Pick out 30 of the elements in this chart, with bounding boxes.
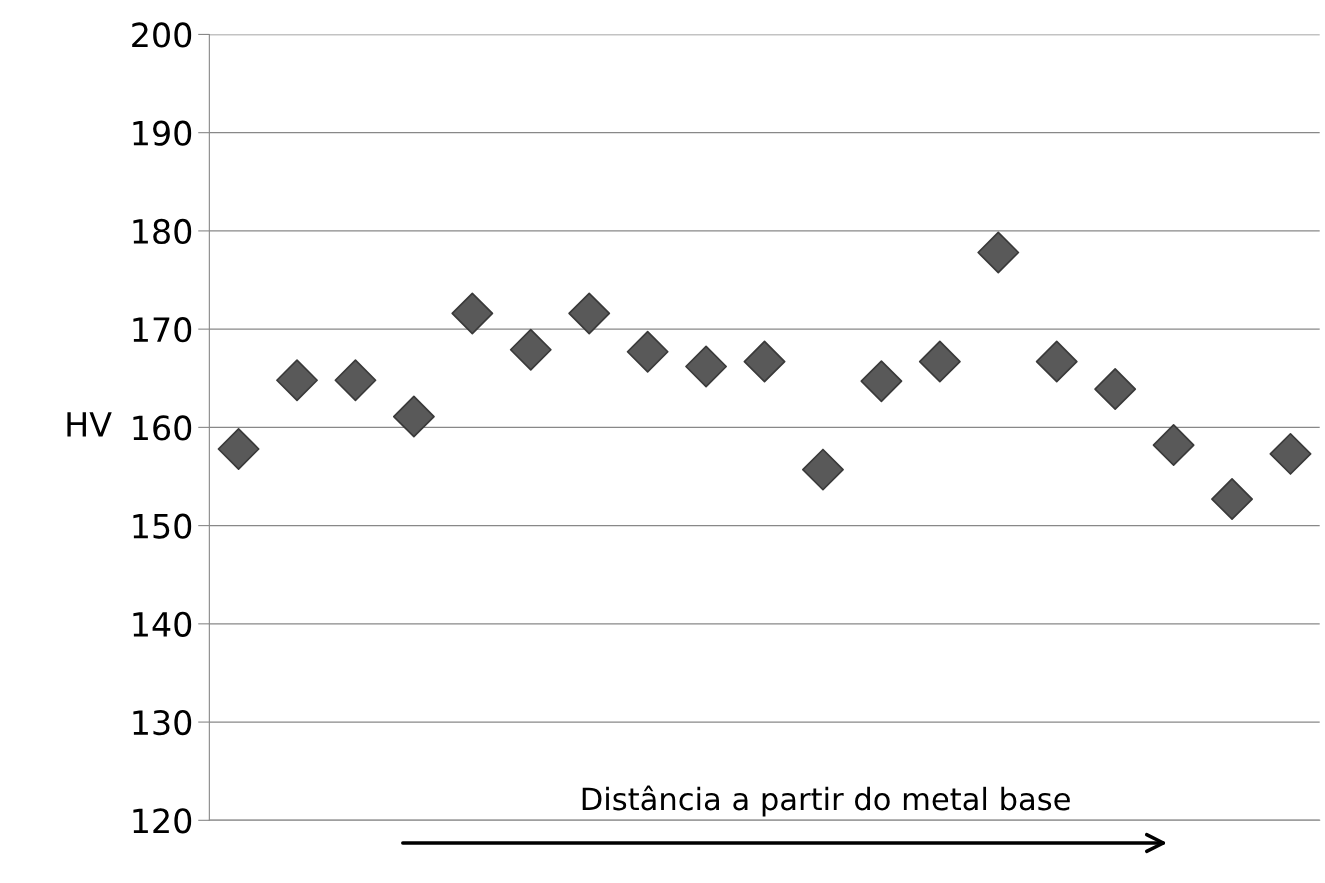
point: [743, 340, 786, 383]
point: [276, 359, 318, 402]
y-tick-label: 120: [133, 808, 192, 834]
point: [1211, 478, 1254, 521]
point: [568, 292, 611, 335]
point: [802, 448, 844, 491]
point: [685, 345, 728, 388]
point: [217, 428, 260, 470]
y-tick-label: 170: [133, 317, 192, 343]
y-tick-label: 130: [133, 710, 192, 736]
y-axis-title: HV: [67, 412, 112, 437]
point: [1035, 340, 1078, 383]
point: [1269, 432, 1312, 475]
y-tick-label: 190: [133, 120, 192, 146]
point: [1094, 368, 1137, 411]
y-tick-label: 200: [132, 22, 192, 48]
point: [509, 328, 552, 371]
y-tick-label: 160: [133, 415, 192, 441]
point: [1152, 424, 1195, 467]
x-axis-title: Distância a partir do metal base: [582, 785, 1070, 817]
y-tick-label: 140: [133, 611, 192, 637]
point: [860, 360, 903, 403]
point: [392, 395, 435, 438]
point: [626, 330, 669, 373]
y-tick-label: 180: [133, 218, 192, 245]
point: [334, 359, 377, 402]
point: [918, 340, 961, 383]
point: [977, 231, 1020, 274]
point: [451, 292, 494, 335]
y-tick-label: 150: [133, 513, 192, 539]
